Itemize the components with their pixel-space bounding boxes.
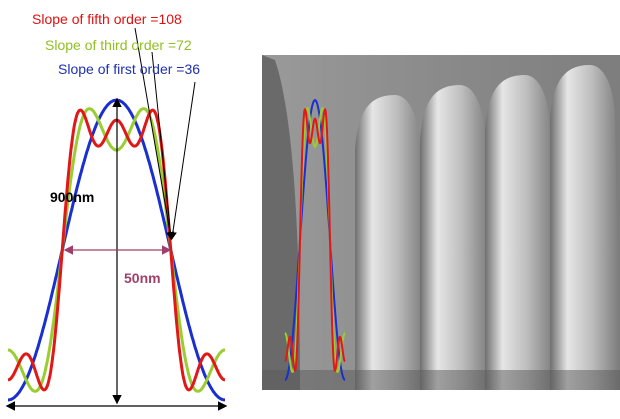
first-order-label: Slope of first order =36 [58,61,200,77]
fourier-curve [284,99,346,381]
sem-image [262,55,620,390]
height-label: 900nm [50,189,94,205]
pointer [134,27,174,240]
width-label: 50nm [124,270,161,286]
third-order-label: Slope of third order =72 [45,37,192,53]
pointer [168,81,196,240]
fourier-curve [284,107,346,373]
fifth-order-label: Slope of fifth order =108 [32,11,182,27]
pointer [151,51,175,240]
fourier-curve [284,107,346,373]
